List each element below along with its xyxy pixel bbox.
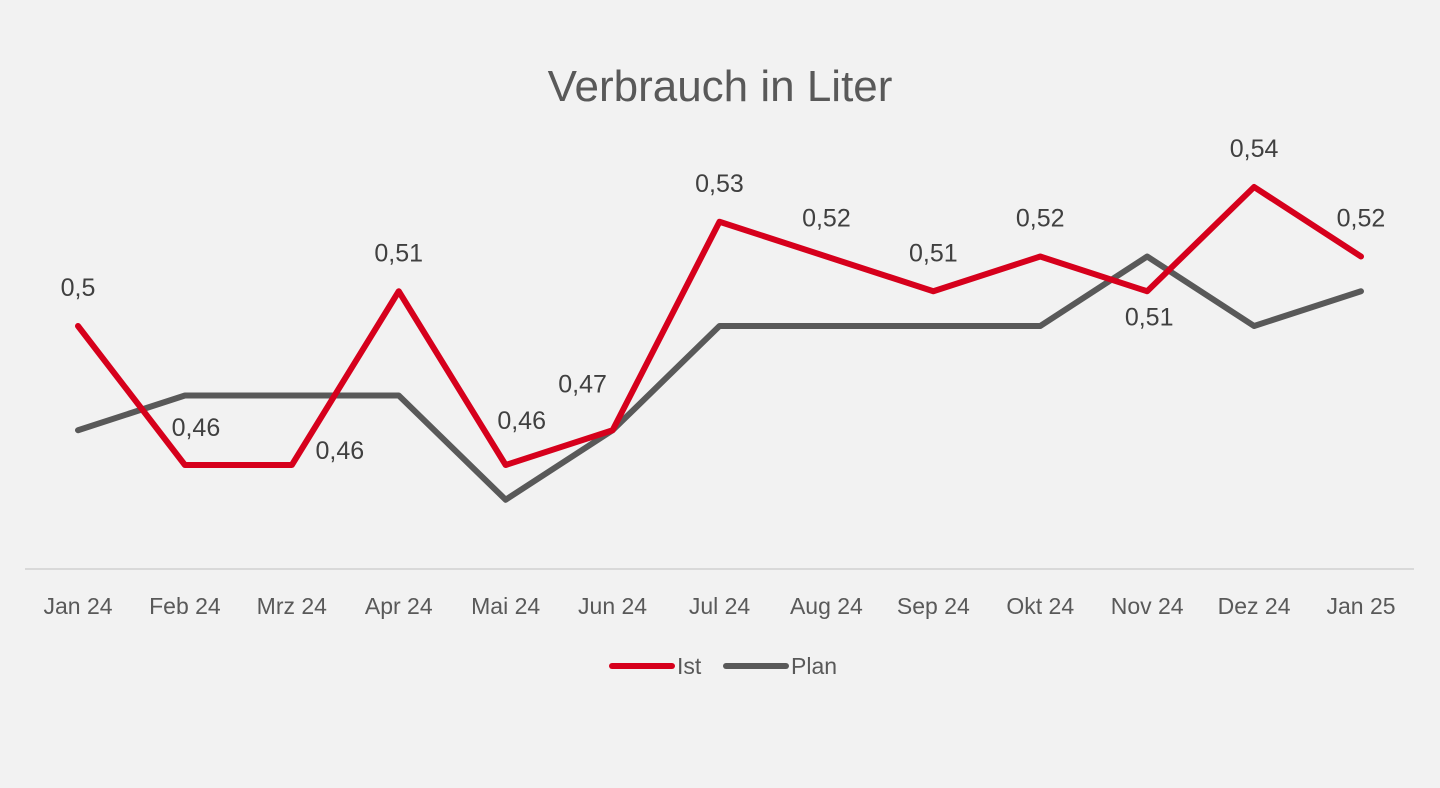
x-tick-label-jul-24: Jul 24 [689, 593, 751, 619]
data-label-ist-okt-24: 0,52 [1016, 205, 1065, 233]
x-tick-label-okt-24: Okt 24 [1006, 593, 1074, 619]
x-tick-label-jan-25: Jan 25 [1326, 593, 1395, 619]
x-tick-label-jan-24: Jan 24 [43, 593, 112, 619]
x-tick-label-apr-24: Apr 24 [365, 593, 433, 619]
data-label-ist-nov-24: 0,51 [1125, 303, 1174, 331]
data-label-ist-feb-24: 0,46 [172, 414, 221, 442]
data-label-ist-mrz-24: 0,46 [315, 437, 364, 465]
series-ist [75, 184, 1364, 468]
x-tick-label-dez-24: Dez 24 [1218, 593, 1291, 619]
data-labels-layer: 0,5 0,46 0,46 0,51 0,46 0,47 0,53 0,52 0,51 0,52 0… [61, 135, 1386, 465]
legend: Ist Plan [609, 653, 837, 679]
x-tick-label-mrz-24: Mrz 24 [257, 593, 328, 619]
data-label-ist-jun-24: 0,47 [558, 370, 607, 398]
data-label-ist-mai-24: 0,46 [497, 407, 546, 435]
x-tick-label-aug-24: Aug 24 [790, 593, 863, 619]
data-label-ist-jul-24: 0,53 [695, 170, 744, 198]
legend-item-ist: Ist [609, 653, 702, 679]
legend-label-plan: Plan [791, 653, 837, 679]
chart-title: Verbrauch in Liter [548, 62, 893, 111]
x-tick-label-sep-24: Sep 24 [897, 593, 970, 619]
x-tick-label-nov-24: Nov 24 [1111, 593, 1184, 619]
x-tick-label-feb-24: Feb 24 [149, 593, 221, 619]
data-label-ist-jan-25: 0,52 [1337, 205, 1386, 233]
series-layer [75, 184, 1364, 503]
legend-label-ist: Ist [677, 653, 702, 679]
data-label-ist-jan-24: 0,5 [61, 274, 96, 302]
x-tick-labels: Jan 24 Feb 24 Mrz 24 Apr 24 Mai 24 Jun 24 Jul … [43, 593, 1395, 619]
data-label-ist-dez-24: 0,54 [1230, 135, 1279, 163]
x-tick-label-mai-24: Mai 24 [471, 593, 540, 619]
data-label-ist-sep-24: 0,51 [909, 239, 958, 267]
data-label-ist-apr-24: 0,51 [374, 239, 423, 267]
data-label-ist-aug-24: 0,52 [802, 205, 851, 233]
legend-item-plan: Plan [723, 653, 837, 679]
x-tick-label-jun-24: Jun 24 [578, 593, 647, 619]
